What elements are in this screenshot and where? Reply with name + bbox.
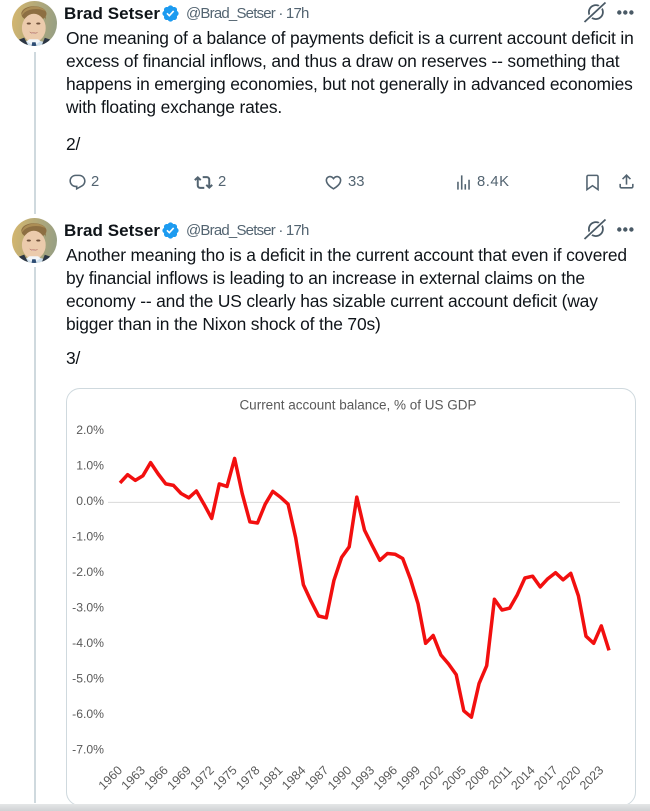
svg-text:1972: 1972 [187,763,216,792]
svg-text:-1.0%: -1.0% [72,529,104,543]
svg-text:2002: 2002 [417,763,446,792]
svg-text:-2.0%: -2.0% [72,565,104,579]
svg-text:-3.0%: -3.0% [72,600,104,614]
svg-text:2008: 2008 [462,763,491,792]
svg-text:0.0%: 0.0% [76,494,104,508]
svg-text:1969: 1969 [165,763,194,792]
svg-text:1993: 1993 [348,763,377,792]
svg-text:1981: 1981 [256,763,285,792]
svg-text:1.0%: 1.0% [76,458,104,472]
svg-text:1987: 1987 [302,763,331,792]
svg-text:Current account balance, % of: Current account balance, % of US GDP [239,398,476,413]
svg-text:1978: 1978 [233,763,262,792]
svg-text:1999: 1999 [394,763,423,792]
svg-text:-7.0%: -7.0% [72,742,104,756]
svg-text:2011: 2011 [486,763,515,792]
svg-text:-4.0%: -4.0% [72,636,104,650]
svg-text:1963: 1963 [119,763,148,792]
svg-text:1996: 1996 [371,763,400,792]
svg-text:2014: 2014 [508,763,537,792]
svg-text:-6.0%: -6.0% [72,707,104,721]
svg-text:2017: 2017 [531,763,560,792]
svg-text:2020: 2020 [554,763,583,792]
svg-text:2005: 2005 [440,763,469,792]
svg-text:1960: 1960 [96,763,125,792]
svg-text:2.0%: 2.0% [76,423,104,437]
svg-text:1975: 1975 [210,763,239,792]
svg-text:2023: 2023 [577,763,606,792]
svg-text:1990: 1990 [325,763,354,792]
svg-text:1984: 1984 [279,763,308,792]
svg-text:-5.0%: -5.0% [72,671,104,685]
svg-text:1966: 1966 [142,763,171,792]
